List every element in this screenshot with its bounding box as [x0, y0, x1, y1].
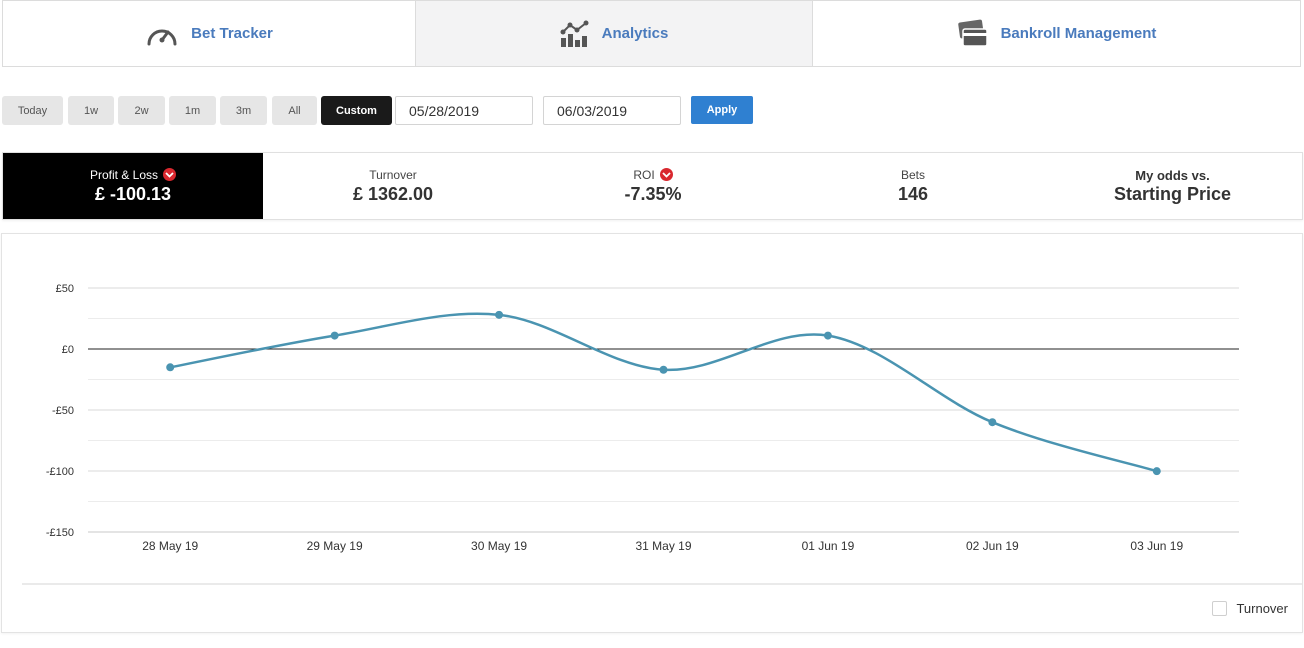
range-2w-button[interactable]: 2w: [118, 96, 165, 125]
range-today-button[interactable]: Today: [2, 96, 63, 125]
stats-bar: Profit & Loss £ -100.13 Turnover £ 1362.…: [2, 152, 1303, 220]
turnover-stat: Turnover £ 1362.00: [263, 153, 523, 219]
main-tabs: Bet Tracker Analytics Bankroll Managemen…: [2, 0, 1301, 67]
stat-label: Profit & Loss: [89, 167, 159, 182]
stat-label: My odds vs.: [1135, 167, 1210, 183]
chevron-down-icon[interactable]: [659, 168, 673, 181]
legend-label: Turnover: [1236, 601, 1288, 616]
stat-label: Bets: [900, 167, 925, 182]
range-all-button[interactable]: All: [272, 96, 317, 125]
range-1m-button[interactable]: 1m: [169, 96, 216, 125]
bets-stat: Bets 146: [783, 153, 1043, 219]
stat-label: ROI: [633, 167, 655, 182]
y-tick-label: £50: [56, 283, 74, 295]
tab-bankroll-management[interactable]: Bankroll Management: [812, 1, 1300, 66]
apply-button[interactable]: Apply: [691, 96, 753, 124]
analytics-icon: [560, 20, 590, 48]
roi-stat[interactable]: ROI -7.35%: [523, 153, 783, 219]
x-tick-label: 30 May 19: [471, 539, 527, 553]
speedometer-icon: [145, 20, 179, 48]
y-tick-label: -£50: [52, 405, 74, 417]
series-line: [169, 312, 1158, 473]
tab-label: Analytics: [601, 25, 669, 42]
start-date-input[interactable]: [395, 96, 533, 125]
tab-analytics[interactable]: Analytics: [415, 1, 812, 66]
chart-panel: £50 £0 -£50 -£100 -£150 28 May 19 29 May 19 30 …: [1, 233, 1303, 633]
legend-turnover-toggle[interactable]: Turnover: [1212, 601, 1288, 616]
x-tick-label: 29 May 19: [307, 539, 363, 553]
x-tick-label: 01 Jun 19: [802, 539, 855, 553]
tab-label: Bet Tracker: [191, 25, 273, 42]
stat-value: Starting Price: [1113, 183, 1232, 204]
data-point: [988, 418, 997, 427]
stat-label: Turnover: [369, 167, 417, 182]
data-point: [330, 331, 339, 340]
y-tick-label: £0: [62, 344, 74, 356]
stat-value: 146: [897, 183, 929, 204]
data-point: [1152, 467, 1161, 476]
range-1w-button[interactable]: 1w: [68, 96, 114, 125]
stat-value: £ -100.13: [94, 183, 172, 204]
tab-label: Bankroll Management: [1000, 25, 1157, 42]
checkbox-icon[interactable]: [1212, 601, 1228, 616]
x-tick-label: 03 Jun 19: [1130, 539, 1183, 553]
x-tick-label: 02 Jun 19: [966, 539, 1019, 553]
stat-value: -7.35%: [624, 183, 682, 204]
tab-bet-tracker[interactable]: Bet Tracker: [3, 1, 415, 66]
x-tick-label: 28 May 19: [142, 539, 198, 553]
range-3m-button[interactable]: 3m: [220, 96, 267, 125]
y-tick-label: -£150: [46, 527, 74, 539]
data-point: [166, 363, 175, 372]
data-point: [495, 310, 504, 319]
odds-comparison-stat[interactable]: My odds vs. Starting Price: [1043, 153, 1302, 219]
stat-value: £ 1362.00: [352, 183, 434, 204]
chevron-down-icon[interactable]: [163, 168, 177, 181]
profit-loss-stat[interactable]: Profit & Loss £ -100.13: [3, 153, 263, 219]
x-tick-label: 31 May 19: [635, 539, 691, 553]
data-point: [823, 331, 832, 340]
end-date-input[interactable]: [543, 96, 681, 125]
wallet-card-icon: [957, 19, 989, 49]
data-point: [659, 365, 668, 374]
profit-loss-chart: £50 £0 -£50 -£100 -£150 28 May 19 29 May 19 30 …: [22, 283, 1302, 585]
range-custom-button[interactable]: Custom: [321, 96, 392, 125]
y-tick-label: -£100: [46, 466, 74, 478]
